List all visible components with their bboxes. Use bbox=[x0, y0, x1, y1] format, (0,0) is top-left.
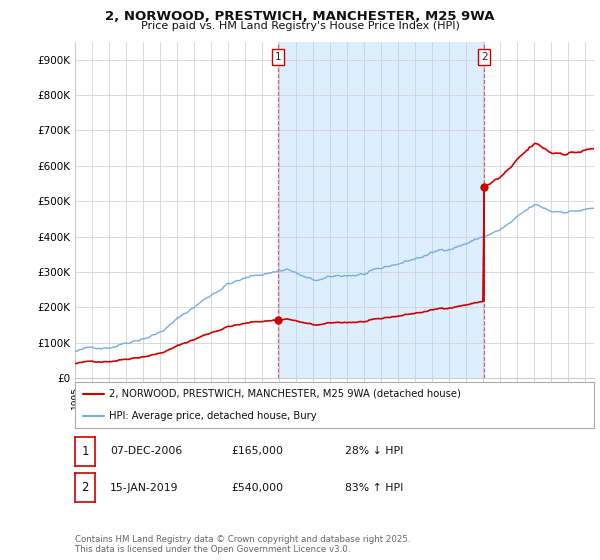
Text: £540,000: £540,000 bbox=[231, 483, 283, 493]
Text: 2, NORWOOD, PRESTWICH, MANCHESTER, M25 9WA: 2, NORWOOD, PRESTWICH, MANCHESTER, M25 9… bbox=[105, 10, 495, 23]
Text: 2, NORWOOD, PRESTWICH, MANCHESTER, M25 9WA (detached house): 2, NORWOOD, PRESTWICH, MANCHESTER, M25 9… bbox=[109, 389, 461, 399]
Text: Price paid vs. HM Land Registry's House Price Index (HPI): Price paid vs. HM Land Registry's House … bbox=[140, 21, 460, 31]
Text: 1: 1 bbox=[82, 445, 89, 458]
Text: £165,000: £165,000 bbox=[231, 446, 283, 456]
Text: 07-DEC-2006: 07-DEC-2006 bbox=[110, 446, 182, 456]
Text: Contains HM Land Registry data © Crown copyright and database right 2025.
This d: Contains HM Land Registry data © Crown c… bbox=[75, 535, 410, 554]
Text: 2: 2 bbox=[82, 481, 89, 494]
Text: HPI: Average price, detached house, Bury: HPI: Average price, detached house, Bury bbox=[109, 410, 316, 421]
Text: 28% ↓ HPI: 28% ↓ HPI bbox=[345, 446, 403, 456]
Text: 83% ↑ HPI: 83% ↑ HPI bbox=[345, 483, 403, 493]
Text: 2: 2 bbox=[481, 52, 487, 62]
Text: 1: 1 bbox=[275, 52, 281, 62]
Bar bbox=[278, 42, 484, 378]
Text: 15-JAN-2019: 15-JAN-2019 bbox=[110, 483, 178, 493]
